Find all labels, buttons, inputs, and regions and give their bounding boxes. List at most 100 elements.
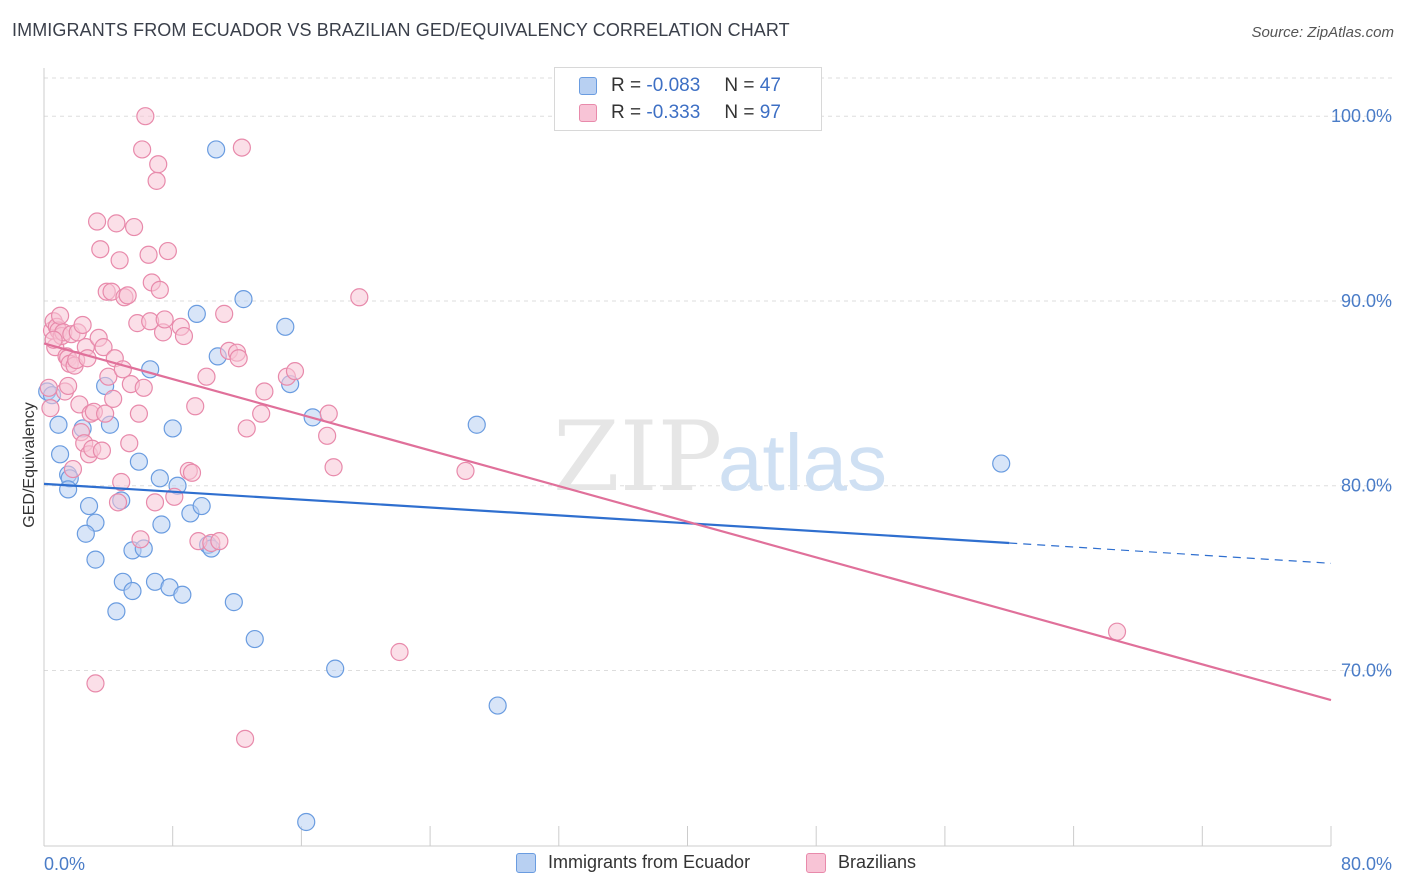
data-point-pink (456, 461, 475, 481)
chart-title: IMMIGRANTS FROM ECUADOR VS BRAZILIAN GED… (12, 20, 790, 40)
y-tick-label: 100.0% (1331, 106, 1392, 126)
x-tick-label: 0.0% (44, 854, 85, 874)
data-point-pink (104, 389, 123, 408)
data-point-pink (145, 493, 165, 512)
data-point-pink (252, 404, 271, 423)
data-point-pink (134, 378, 153, 397)
trend-line-pink (43, 342, 1332, 702)
data-point-pink (73, 315, 92, 335)
trend-line-blue (43, 482, 1010, 545)
data-point-pink (147, 171, 166, 190)
data-point-blue (123, 581, 142, 601)
legend-swatch-pink (806, 852, 826, 873)
data-point-blue (79, 496, 99, 516)
data-point-pink (87, 212, 107, 231)
chart-source: Source: ZipAtlas.com (1251, 24, 1394, 41)
data-point-pink (229, 349, 248, 368)
stats-row-brazilians: R = -0.333 N = 97 (579, 100, 781, 126)
trend-lines (43, 342, 1332, 702)
r-label: R = (611, 75, 642, 96)
data-point-blue (163, 419, 182, 438)
data-point-pink (210, 532, 229, 551)
data-point-pink (110, 251, 129, 270)
data-point-blue (152, 515, 171, 534)
data-point-pink (129, 404, 149, 423)
data-point-pink (255, 382, 274, 401)
watermark-zip: ZIP (553, 401, 722, 513)
legend-item-brazilians[interactable]: Brazilians (806, 852, 916, 873)
tick-labels: 70.0% 80.0% 90.0% 100.0% 0.0% 80.0% (44, 106, 1392, 874)
trend-line-extension-blue (1009, 542, 1332, 564)
r-value: -0.083 (646, 75, 701, 96)
data-point-pink (107, 214, 126, 233)
data-point-pink (324, 458, 343, 477)
n-label: N = (724, 102, 755, 123)
data-point-pink (182, 463, 202, 482)
x-tick-label: 80.0% (1341, 854, 1392, 874)
legend-label: Immigrants from Ecuador (548, 852, 751, 872)
data-point-pink (131, 530, 150, 549)
data-point-blue (50, 445, 70, 464)
data-point-blue (234, 290, 253, 309)
data-point-pink (133, 140, 152, 159)
data-point-pink (94, 338, 113, 357)
data-point-blue (326, 659, 345, 678)
data-point-pink (86, 674, 105, 693)
data-point-blue (49, 415, 68, 434)
data-point-blue (467, 415, 486, 434)
legend-swatch-pink (579, 104, 597, 122)
data-point-pink (39, 378, 58, 397)
data-point-pink (59, 376, 78, 396)
data-point-blue (129, 452, 149, 471)
r-value: -0.333 (646, 102, 701, 123)
data-point-pink (136, 107, 155, 126)
data-point-blue (187, 304, 206, 323)
data-point-pink (50, 306, 70, 325)
legend-label: Brazilians (838, 852, 917, 872)
data-point-pink (96, 404, 115, 423)
data-point-blue (992, 454, 1011, 473)
data-point-pink (237, 419, 256, 438)
data-point-blue (276, 317, 295, 336)
r-label: R = (611, 102, 642, 123)
n-value: 47 (759, 75, 781, 96)
data-point-pink (215, 304, 234, 323)
data-point-pink (149, 155, 168, 174)
data-point-pink (118, 286, 137, 305)
data-point-blue (76, 524, 95, 543)
data-point-pink (1107, 622, 1127, 641)
data-point-pink (186, 397, 205, 416)
legend-item-ecuador[interactable]: Immigrants from Ecuador (516, 852, 750, 873)
data-point-blue (488, 696, 507, 715)
data-point-pink (41, 399, 60, 418)
data-point-pink (150, 280, 169, 299)
data-point-pink (158, 241, 177, 261)
data-point-pink (235, 729, 255, 748)
data-point-pink (350, 288, 369, 307)
data-point-pink (139, 245, 158, 264)
data-point-pink (99, 367, 118, 386)
data-point-pink (390, 642, 409, 662)
watermark-atlas: atlas (718, 418, 887, 507)
data-point-pink (112, 472, 131, 492)
data-point-pink (124, 217, 144, 237)
series-legend: Immigrants from Ecuador Brazilians (0, 852, 1406, 878)
watermark: ZIP atlas (553, 401, 887, 513)
data-point-blue (192, 496, 211, 516)
data-point-pink (197, 367, 216, 386)
data-point-pink (63, 459, 83, 479)
data-point-blue (59, 480, 78, 499)
data-point-pink (174, 326, 194, 346)
n-value: 97 (759, 102, 781, 123)
data-point-blue (86, 550, 105, 569)
data-point-blue (224, 593, 243, 612)
data-point-blue (173, 585, 192, 604)
data-point-pink (318, 426, 337, 445)
y-axis-title: GED/Equivalency (21, 402, 38, 527)
stats-legend: R = -0.083 N = 47 R = -0.333 N = 97 (554, 67, 822, 131)
data-point-blue (207, 140, 226, 159)
data-point-pink (285, 362, 305, 381)
data-points (38, 107, 1127, 832)
legend-swatch-blue (579, 77, 597, 95)
